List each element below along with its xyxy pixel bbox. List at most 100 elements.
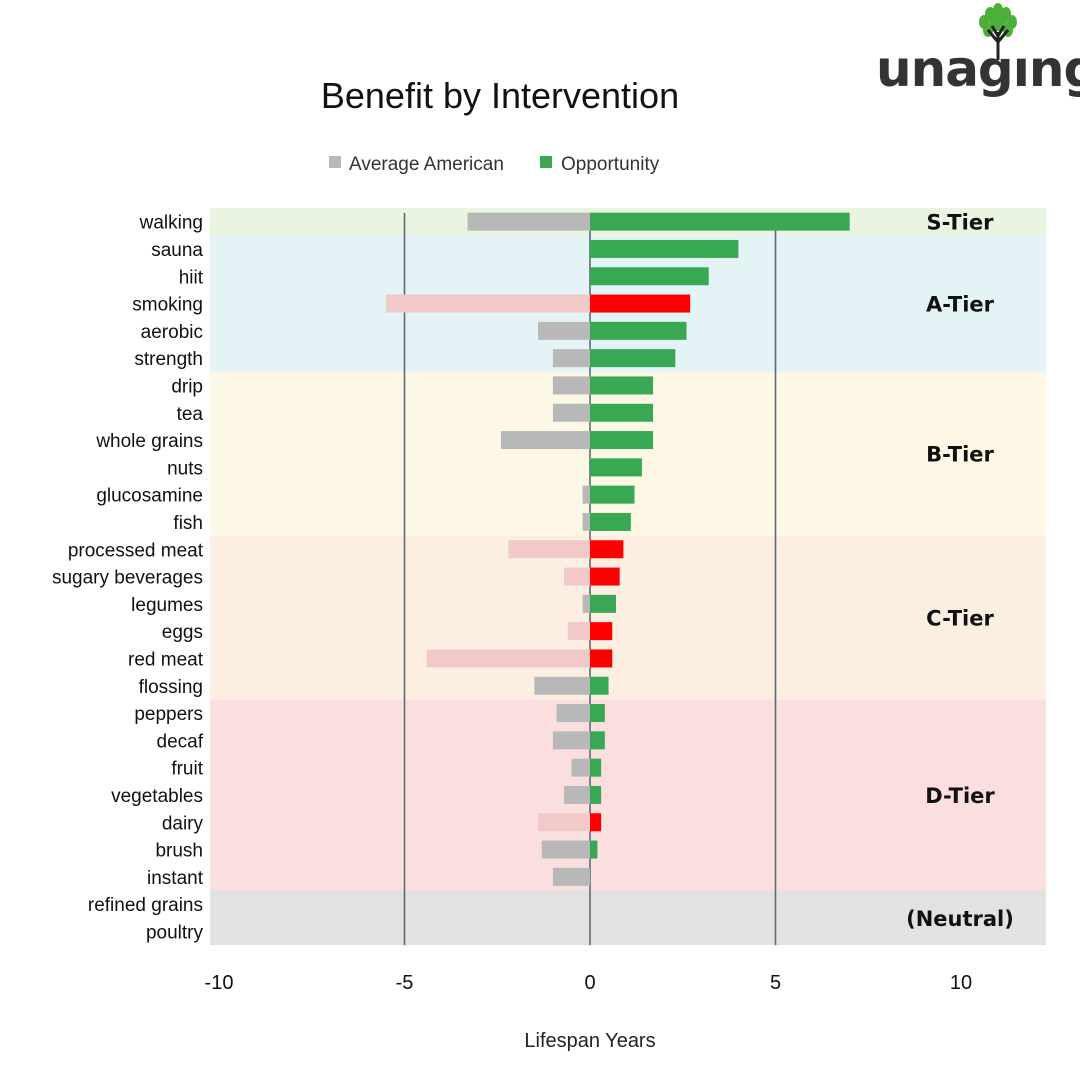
category-label-21: vegetables [111, 786, 203, 807]
category-label-0: walking [139, 213, 203, 234]
bar-average-23 [541, 840, 590, 859]
bar-opportunity-4 [590, 321, 687, 340]
category-label-15: eggs [162, 622, 203, 643]
bar-opportunity-18 [590, 704, 605, 723]
bar-opportunity-21 [590, 785, 602, 804]
bar-opportunity-9 [590, 458, 642, 477]
category-label-25: refined grains [88, 895, 203, 916]
bar-opportunity-6 [590, 376, 654, 395]
tier-band-5 [210, 890, 1046, 946]
bar-opportunity-2 [590, 267, 709, 286]
tier-labels: S-Tier A-Tier B-Tier C-Tier D-Tier (Neutral) [906, 211, 1014, 931]
x-tick-label-2: 0 [584, 972, 595, 994]
bar-average-5 [552, 349, 590, 368]
category-label-26: poultry [146, 922, 204, 943]
category-labels: walking sauna hiit smoking aerobic strength dr… [52, 213, 204, 944]
category-label-13: sugary beverages [52, 568, 203, 589]
legend: Average American Opportunity [329, 154, 660, 175]
bar-opportunity-7 [590, 403, 654, 422]
category-label-18: peppers [134, 704, 203, 725]
bar-opportunity-3 [590, 294, 691, 313]
tier-label-1: A-Tier [926, 293, 995, 317]
category-label-2: hiit [179, 267, 204, 288]
bar-average-13 [564, 567, 590, 586]
tier-label-5: (Neutral) [906, 907, 1014, 931]
bar-average-12 [508, 540, 590, 559]
category-label-16: red meat [128, 649, 204, 670]
x-tick-label-4: 10 [950, 972, 972, 994]
category-label-4: aerobic [141, 322, 203, 343]
x-tick-label-1: -5 [396, 972, 414, 994]
bars [385, 212, 850, 886]
bar-opportunity-17 [590, 676, 609, 695]
category-label-8: whole grains [95, 431, 203, 452]
bar-average-11 [582, 512, 590, 531]
tier-label-3: C-Tier [926, 607, 994, 631]
bar-average-7 [552, 403, 590, 422]
x-tick-label-0: -10 [205, 972, 234, 994]
bar-average-3 [385, 294, 590, 313]
logo-wordmark: unagıng [876, 40, 1080, 98]
bar-opportunity-15 [590, 622, 613, 641]
bar-average-6 [552, 376, 590, 395]
bar-opportunity-1 [590, 239, 739, 258]
tier-band-2 [210, 371, 1046, 536]
bar-average-10 [582, 485, 590, 504]
legend-label-average: Average American [349, 154, 504, 175]
tree-leaf-9 [993, 17, 1003, 31]
category-label-6: drip [171, 376, 203, 397]
category-label-14: legumes [131, 595, 203, 616]
legend-label-opportunity: Opportunity [561, 154, 660, 175]
chart-title: Benefit by Intervention [321, 75, 679, 116]
x-tick-label-3: 5 [770, 972, 781, 994]
bar-average-21 [564, 785, 590, 804]
category-label-17: flossing [139, 677, 203, 698]
bar-opportunity-16 [590, 649, 613, 668]
bar-opportunity-23 [590, 840, 598, 859]
bar-opportunity-11 [590, 512, 631, 531]
category-label-10: glucosamine [96, 486, 203, 507]
category-label-23: brush [155, 841, 203, 862]
unaging-logo: unagıng [876, 2, 1080, 102]
category-label-24: instant [147, 868, 204, 889]
tier-label-0: S-Tier [927, 211, 995, 235]
tier-label-2: B-Tier [926, 443, 994, 467]
category-label-19: decaf [157, 731, 204, 752]
bar-opportunity-10 [590, 485, 635, 504]
category-label-20: fruit [171, 759, 203, 780]
bar-average-14 [582, 594, 590, 613]
bar-opportunity-5 [590, 349, 676, 368]
bar-average-17 [534, 676, 590, 695]
bar-opportunity-22 [590, 813, 602, 832]
category-label-11: fish [173, 513, 203, 534]
legend-swatch-opportunity [540, 156, 552, 168]
bar-average-22 [538, 813, 590, 832]
bar-average-0 [467, 212, 590, 231]
category-label-9: nuts [167, 458, 203, 479]
legend-swatch-average [329, 156, 341, 168]
bar-average-24 [552, 867, 590, 886]
bar-average-4 [538, 321, 590, 340]
bar-average-19 [552, 731, 590, 750]
bar-opportunity-20 [590, 758, 602, 777]
bar-average-18 [556, 704, 590, 723]
bar-opportunity-14 [590, 594, 616, 613]
bar-average-16 [426, 649, 590, 668]
tier-label-4: D-Tier [925, 784, 995, 808]
bar-average-8 [500, 431, 590, 450]
tier-band-3 [210, 535, 1046, 700]
category-label-1: sauna [151, 240, 203, 261]
bar-average-20 [571, 758, 590, 777]
tier-band-4 [210, 699, 1046, 891]
tree-icon [979, 3, 1017, 60]
category-label-22: dairy [162, 813, 204, 834]
x-tick-labels: -10 -5 0 5 10 [205, 972, 973, 994]
category-label-12: processed meat [68, 540, 204, 561]
bar-opportunity-12 [590, 540, 624, 559]
x-axis-label: Lifespan Years [524, 1030, 655, 1052]
bar-opportunity-19 [590, 731, 605, 750]
bar-opportunity-13 [590, 567, 620, 586]
category-label-7: tea [177, 404, 204, 425]
bar-average-15 [567, 622, 590, 641]
